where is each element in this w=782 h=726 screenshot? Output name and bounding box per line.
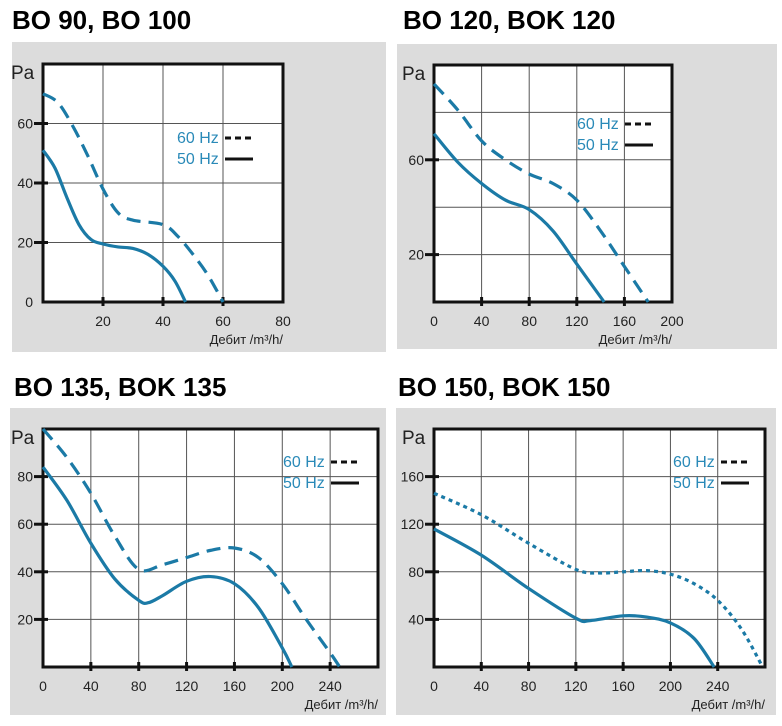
y-tick-label: 0 bbox=[25, 294, 33, 310]
x-tick-label: 80 bbox=[131, 678, 147, 694]
x-tick-label: 200 bbox=[660, 313, 684, 329]
series-line-50hz bbox=[41, 466, 294, 668]
chart-4: 40 80 120 160 0 40 80 120 160 200 240 Pa Дебит /m³/h… bbox=[396, 408, 776, 715]
chart-2: 20 60 0 40 80 120 160 200 Pa Дебит /m³/h/60 Hz 50 … bbox=[397, 44, 777, 349]
x-tick-label: 40 bbox=[474, 313, 490, 329]
legend-label: 60 Hz bbox=[177, 130, 219, 147]
y-tick-label: 80 bbox=[17, 469, 33, 485]
legend-label: 50 Hz bbox=[577, 137, 619, 154]
chart-title: BO 120, BOK 120 bbox=[403, 5, 616, 35]
series-line-60hz bbox=[41, 427, 342, 668]
y-tick-label: 80 bbox=[408, 564, 424, 580]
x-tick-label: 200 bbox=[271, 678, 295, 694]
y-tick-label: 20 bbox=[17, 611, 33, 627]
y-axis-label: Pa bbox=[11, 63, 35, 84]
x-axis-label: Дебит /m³/h/ bbox=[599, 332, 673, 347]
chart-title: BO 90, BO 100 bbox=[12, 5, 192, 35]
x-tick-label: 240 bbox=[706, 678, 730, 694]
y-axis-label: Pa bbox=[11, 428, 35, 449]
x-tick-label: 80 bbox=[521, 313, 537, 329]
series-line-50hz bbox=[432, 132, 606, 303]
x-tick-label: 20 bbox=[95, 313, 111, 329]
x-axis-label: Дебит /m³/h/ bbox=[305, 697, 379, 712]
x-tick-label: 40 bbox=[155, 313, 171, 329]
legend-label: 60 Hz bbox=[283, 454, 325, 471]
y-tick-label: 40 bbox=[17, 175, 33, 191]
plot-frame bbox=[41, 427, 380, 669]
chart-title: BO 150, BOK 150 bbox=[398, 372, 611, 402]
series-line-60hz bbox=[432, 82, 650, 303]
x-tick-label: 40 bbox=[83, 678, 99, 694]
y-tick-label: 60 bbox=[17, 116, 33, 132]
plot-frame bbox=[41, 62, 285, 304]
y-tick-label: 20 bbox=[408, 247, 424, 263]
series-line-50hz bbox=[41, 149, 187, 303]
series-line-60hz bbox=[433, 491, 765, 668]
plot-area bbox=[434, 429, 765, 667]
x-tick-label: 0 bbox=[430, 678, 438, 694]
y-tick-label: 40 bbox=[408, 611, 424, 627]
x-axis-label: Дебит /m³/h/ bbox=[692, 697, 766, 712]
y-axis-label: Pa bbox=[402, 64, 426, 85]
x-tick-label: 160 bbox=[613, 313, 637, 329]
plot-area bbox=[43, 429, 378, 667]
legend-label: 60 Hz bbox=[673, 454, 715, 471]
x-tick-label: 240 bbox=[318, 678, 342, 694]
x-tick-label: 80 bbox=[275, 313, 291, 329]
legend-label: 50 Hz bbox=[283, 475, 325, 492]
y-tick-label: 160 bbox=[401, 469, 425, 485]
legend-label: 50 Hz bbox=[673, 475, 715, 492]
x-tick-label: 160 bbox=[611, 678, 635, 694]
y-tick-label: 120 bbox=[401, 516, 425, 532]
x-tick-label: 60 bbox=[215, 313, 231, 329]
x-tick-label: 200 bbox=[659, 678, 683, 694]
x-tick-label: 120 bbox=[565, 313, 589, 329]
chart-3: 20 40 60 80 0 40 80 120 160 200 240 Pa Дебит /m³/h/6… bbox=[10, 408, 386, 715]
series-line-50hz bbox=[433, 527, 716, 668]
plot-frame bbox=[432, 63, 674, 304]
legend-label: 60 Hz bbox=[577, 116, 619, 133]
y-tick-label: 60 bbox=[17, 516, 33, 532]
x-tick-label: 0 bbox=[430, 313, 438, 329]
x-tick-label: 0 bbox=[39, 678, 47, 694]
y-tick-label: 20 bbox=[17, 235, 33, 251]
x-tick-label: 120 bbox=[564, 678, 588, 694]
plot-frame bbox=[432, 427, 767, 669]
legend-label: 50 Hz bbox=[177, 151, 219, 168]
x-axis-label: Дебит /m³/h/ bbox=[210, 332, 284, 347]
x-tick-label: 120 bbox=[175, 678, 199, 694]
x-tick-label: 160 bbox=[223, 678, 247, 694]
y-axis-label: Pa bbox=[402, 428, 426, 449]
x-tick-label: 40 bbox=[473, 678, 489, 694]
y-tick-label: 60 bbox=[408, 152, 424, 168]
chart-title: BO 135, BOK 135 bbox=[14, 372, 227, 402]
chart-1: 0 20 40 60 20 40 60 80 Pa Дебит /m³/h/60 Hz 50 Hz bbox=[11, 42, 386, 352]
y-tick-label: 40 bbox=[17, 564, 33, 580]
x-tick-label: 80 bbox=[521, 678, 537, 694]
